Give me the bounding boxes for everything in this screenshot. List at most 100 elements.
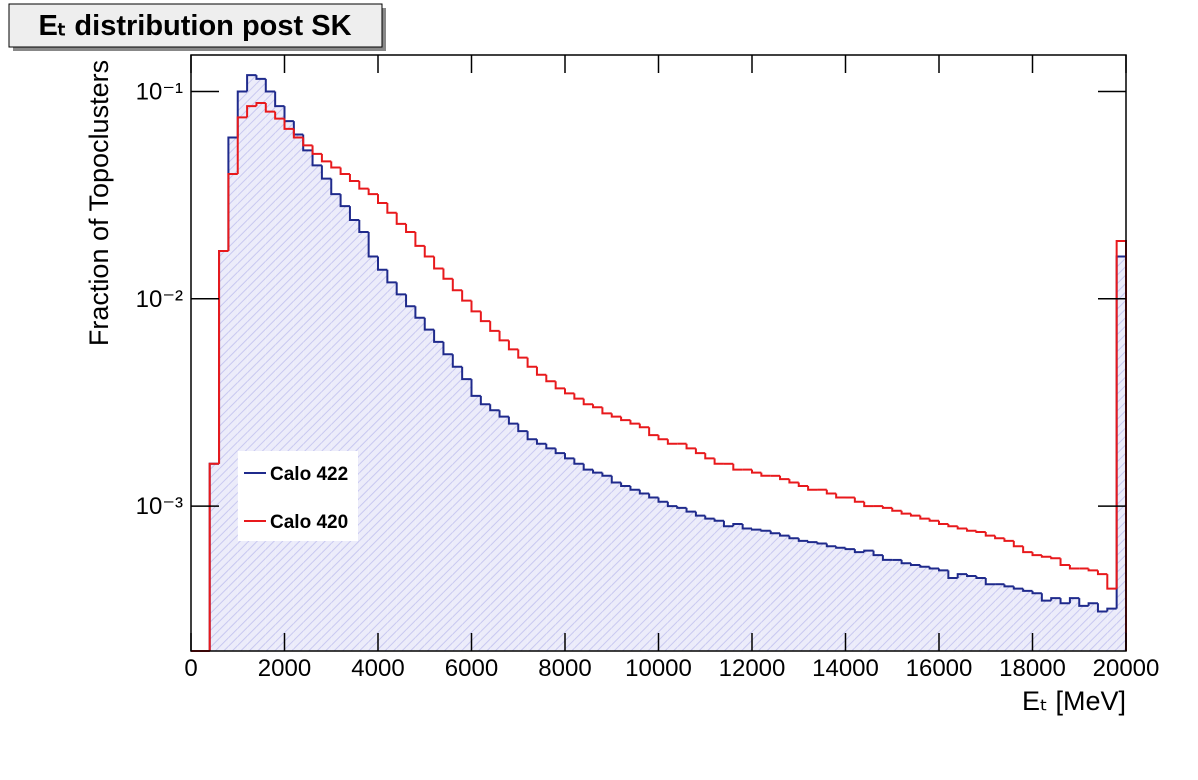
bar-fill	[331, 194, 341, 652]
bar-fill	[808, 542, 818, 651]
histogram-step	[423, 317, 435, 331]
histogram-step	[975, 576, 986, 579]
bar-fill	[378, 269, 388, 651]
bar-fill	[406, 306, 416, 651]
histogram-step	[1022, 588, 1033, 592]
histogram-step	[1022, 546, 1033, 554]
histogram-step	[807, 540, 818, 544]
histogram-step	[956, 573, 968, 578]
histogram-step	[573, 458, 584, 465]
bar-fill	[387, 282, 397, 651]
legend-label: Calo 420	[270, 512, 348, 533]
histogram-step	[1087, 568, 1098, 572]
histogram-step	[592, 469, 603, 474]
histogram-step	[685, 443, 696, 450]
histogram-step	[638, 423, 650, 429]
histogram-step	[283, 118, 294, 130]
histogram-step	[956, 526, 968, 530]
bar-fill	[583, 469, 594, 651]
bar-fill	[695, 515, 706, 651]
bar-fill	[209, 463, 220, 651]
histogram-step	[629, 420, 640, 425]
y-tick-label: 10⁻³	[136, 493, 183, 520]
histogram-step	[629, 486, 640, 491]
histogram-step	[461, 290, 472, 302]
histogram-step	[919, 515, 930, 520]
histogram-step	[377, 256, 388, 271]
bar-fill	[770, 533, 781, 651]
histogram-step	[1068, 597, 1080, 604]
bar-fill	[892, 559, 902, 651]
histogram-step	[638, 489, 650, 495]
histogram-step	[264, 103, 276, 113]
histogram-step	[274, 91, 285, 108]
bar-fill	[434, 341, 444, 651]
bar-fill	[686, 511, 696, 651]
histogram-step	[255, 102, 266, 107]
bar-fill	[826, 546, 837, 651]
histogram-step	[545, 374, 556, 383]
histogram-step	[881, 506, 893, 509]
bar-fill	[443, 354, 453, 651]
histogram-step	[545, 443, 556, 450]
histogram-step	[274, 111, 285, 120]
histogram-step	[526, 431, 537, 441]
histogram-step	[797, 538, 809, 542]
histogram-step	[320, 165, 332, 180]
bar-fill	[499, 416, 509, 651]
histogram-step	[255, 75, 266, 80]
histogram-step	[218, 250, 229, 464]
bar-fill	[518, 431, 528, 651]
histogram-step	[1078, 598, 1089, 607]
histogram-step	[704, 453, 715, 460]
histogram-step	[788, 479, 799, 484]
histogram-step	[741, 523, 752, 530]
bar-fill	[742, 528, 752, 651]
legend-box	[238, 451, 358, 541]
histogram-step	[881, 555, 893, 561]
histogram-step	[498, 410, 509, 418]
histogram-step	[863, 501, 874, 508]
bar-fill	[340, 206, 350, 652]
bar-fill	[995, 584, 1005, 651]
bar-fill	[976, 577, 986, 651]
bar-fill	[1023, 590, 1033, 651]
histogram-step	[442, 341, 453, 356]
bar-fill	[237, 91, 248, 651]
bar-fill	[985, 584, 996, 651]
bar-fill	[452, 366, 463, 651]
histogram-step	[1040, 593, 1052, 602]
bar-fill	[256, 78, 266, 652]
bar-fill	[723, 526, 734, 651]
histogram-step	[853, 549, 865, 554]
histogram-step	[601, 407, 612, 415]
histogram-step	[554, 448, 565, 455]
histogram-step	[657, 435, 668, 441]
legend-label: Calo 422	[270, 464, 348, 485]
bar-fill	[312, 165, 322, 651]
histogram-step	[311, 150, 322, 167]
x-axis-label: Eₜ [MeV]	[1022, 686, 1126, 716]
bar-fill	[845, 549, 855, 651]
histogram-step	[779, 475, 790, 481]
bar-fill	[490, 410, 500, 651]
histogram-step	[835, 493, 846, 499]
histogram-step	[938, 568, 949, 572]
histogram-step	[835, 546, 846, 549]
bar-fill	[1069, 598, 1080, 651]
histogram-step	[535, 439, 547, 445]
histogram-step	[722, 520, 734, 528]
histogram-step	[966, 528, 977, 532]
histogram-step	[227, 172, 238, 252]
histogram-step	[928, 518, 939, 522]
histogram-step	[320, 153, 332, 163]
bar-fill	[705, 518, 715, 651]
bar-fill	[873, 555, 883, 651]
histogram-step	[1003, 538, 1014, 542]
histogram-step	[489, 404, 500, 412]
histogram-step	[1087, 602, 1098, 606]
x-tick-label: 12000	[719, 655, 786, 682]
histogram-step	[844, 547, 855, 551]
histogram-step	[909, 563, 921, 566]
chart-title: Eₜ distribution post SK	[38, 10, 351, 42]
